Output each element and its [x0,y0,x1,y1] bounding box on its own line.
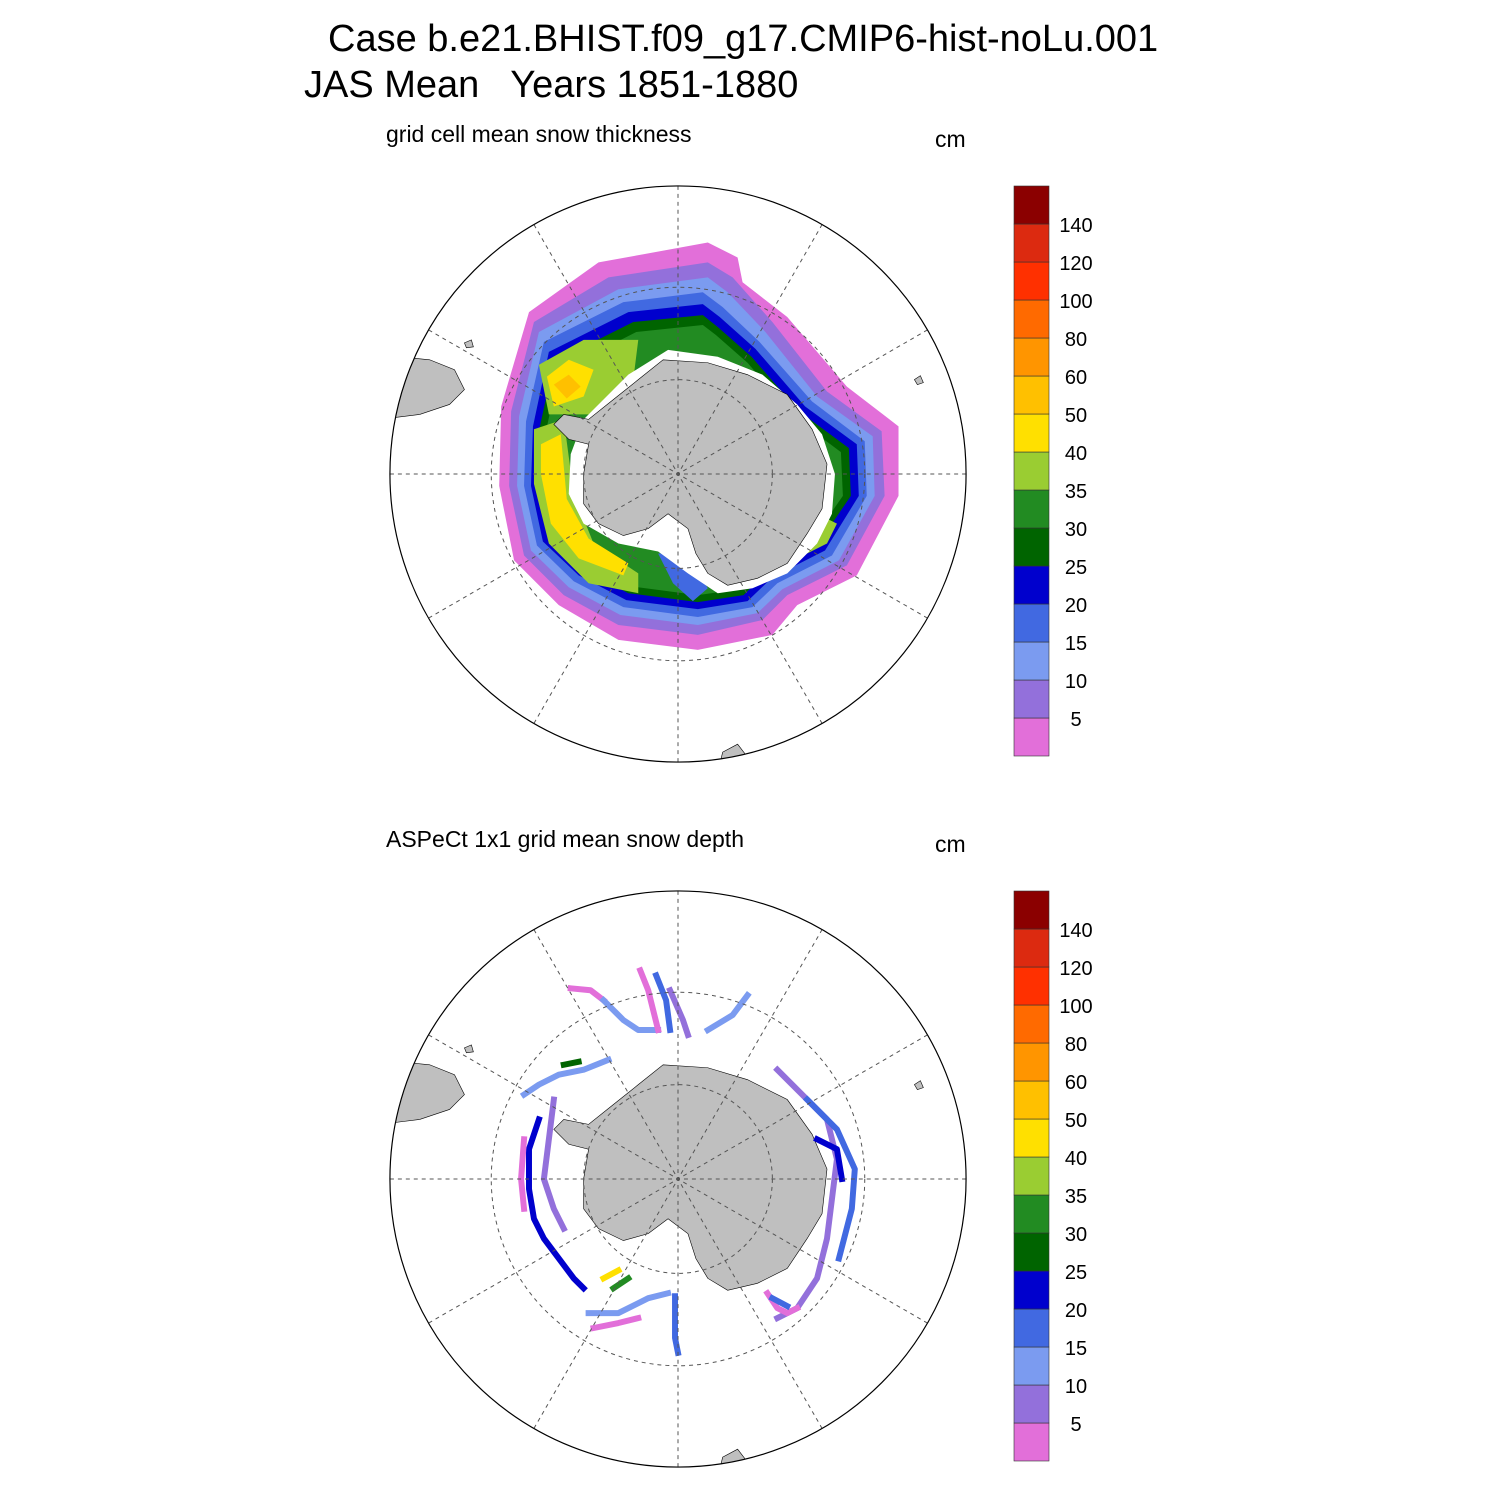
weddell-sea-50-60 [553,374,581,399]
colorbar-tick-label: 20 [1065,1300,1087,1322]
colorbar-tick-label: 5 [1070,1414,1081,1436]
colorbar-swatch [1013,1118,1050,1158]
colorbar-tick-label: 50 [1065,1110,1087,1132]
colorbar-swatch [1013,966,1050,1006]
panel-1-colorbar: 5 10 15 20 25 30 35 40 50 60 80 100 120 140 [1013,185,1093,757]
colorbar-swatch [1013,299,1050,339]
colorbar-swatch [1013,375,1050,415]
colorbar-tick-label: 40 [1065,1148,1087,1170]
colorbar-swatch [1013,1422,1050,1462]
colorbar-swatch [1013,1194,1050,1234]
panel-1-polar-map [389,185,967,763]
colorbar-tick-label: 35 [1065,481,1087,503]
colorbar-tick-label: 120 [1059,253,1092,275]
colorbar-tick-label: 15 [1065,1338,1087,1360]
south-america-land [389,1059,465,1125]
colorbar-tick-label: 10 [1065,671,1087,693]
colorbar-tick-label: 60 [1065,367,1087,389]
colorbar-tick-label: 35 [1065,1186,1087,1208]
colorbar-tick-label: 100 [1059,996,1092,1018]
graticule [389,185,967,763]
graticule [389,890,967,1468]
panel-1-subtitle: grid cell mean snow thickness [386,121,692,147]
island-land [914,375,924,385]
colorbar-swatch [1013,1346,1050,1386]
colorbar-swatch [1013,261,1050,301]
colorbar-tick-label: 40 [1065,443,1087,465]
panel-2-units: cm [935,831,966,857]
colorbar-swatch [1013,603,1050,643]
colorbar-tick-label: 15 [1065,633,1087,655]
colorbar-swatch [1013,1308,1050,1348]
colorbar-swatch [1013,1042,1050,1082]
colorbar-tick-label: 30 [1065,519,1087,541]
colorbar-swatch [1013,1156,1050,1196]
island-land [914,1080,924,1090]
colorbar-swatch [1013,451,1050,491]
colorbar-tick-label: 80 [1065,1034,1087,1056]
colorbar-tick-label: 140 [1059,215,1092,237]
colorbar-swatch [1013,679,1050,719]
panel-2-colorbar: 5 10 15 20 25 30 35 40 50 60 80 100 120 140 [1013,890,1093,1462]
main-title-line-1: Case b.e21.BHIST.f09_g17.CMIP6-hist-noLu… [328,18,1159,60]
island-land [464,1044,474,1054]
colorbar-tick-label: 10 [1065,1376,1087,1398]
colorbar-tick-label: 120 [1059,958,1092,980]
main-title-line-2: JAS Mean Years 1851-1880 [304,64,799,106]
colorbar-swatch [1013,413,1050,453]
colorbar-swatch [1013,185,1050,225]
colorbar-swatch [1013,1004,1050,1044]
colorbar-swatch [1013,565,1050,605]
colorbar-swatch [1013,527,1050,567]
colorbar-tick-label: 100 [1059,291,1092,313]
colorbar-tick-label: 5 [1070,709,1081,731]
colorbar-tick-label: 60 [1065,1072,1087,1094]
ross-sea-inner [658,553,708,602]
colorbar-swatch [1013,890,1050,930]
panel-2-subtitle: ASPeCt 1x1 grid mean snow depth [386,826,744,852]
colorbar-tick-label: 30 [1065,1224,1087,1246]
colorbar-tick-label: 25 [1065,557,1087,579]
colorbar-swatch [1013,1384,1050,1424]
colorbar-swatch [1013,1270,1050,1310]
colorbar-swatch [1013,489,1050,529]
island-land [464,339,474,349]
colorbar-tick-label: 140 [1059,920,1092,942]
colorbar-swatch [1013,223,1050,263]
colorbar-swatch [1013,928,1050,968]
map-boundary-circle [389,185,967,763]
panel-2-polar-map [389,890,967,1468]
bellingshausen-40-50 [540,434,629,576]
colorbar-tick-label: 25 [1065,1262,1087,1284]
colorbar-swatch [1013,337,1050,377]
colorbar-tick-label: 50 [1065,405,1087,427]
colorbar-tick-label: 20 [1065,595,1087,617]
colorbar-swatch [1013,1080,1050,1120]
colorbar-tick-label: 80 [1065,329,1087,351]
colorbar-swatch [1013,641,1050,681]
colorbar-swatch [1013,717,1050,757]
panel-1-units: cm [935,126,966,152]
antarctica-land [553,359,828,586]
colorbar-swatch [1013,1232,1050,1272]
map-boundary-circle [389,890,967,1468]
antarctica-land [553,1064,828,1291]
south-america-land [389,354,465,420]
